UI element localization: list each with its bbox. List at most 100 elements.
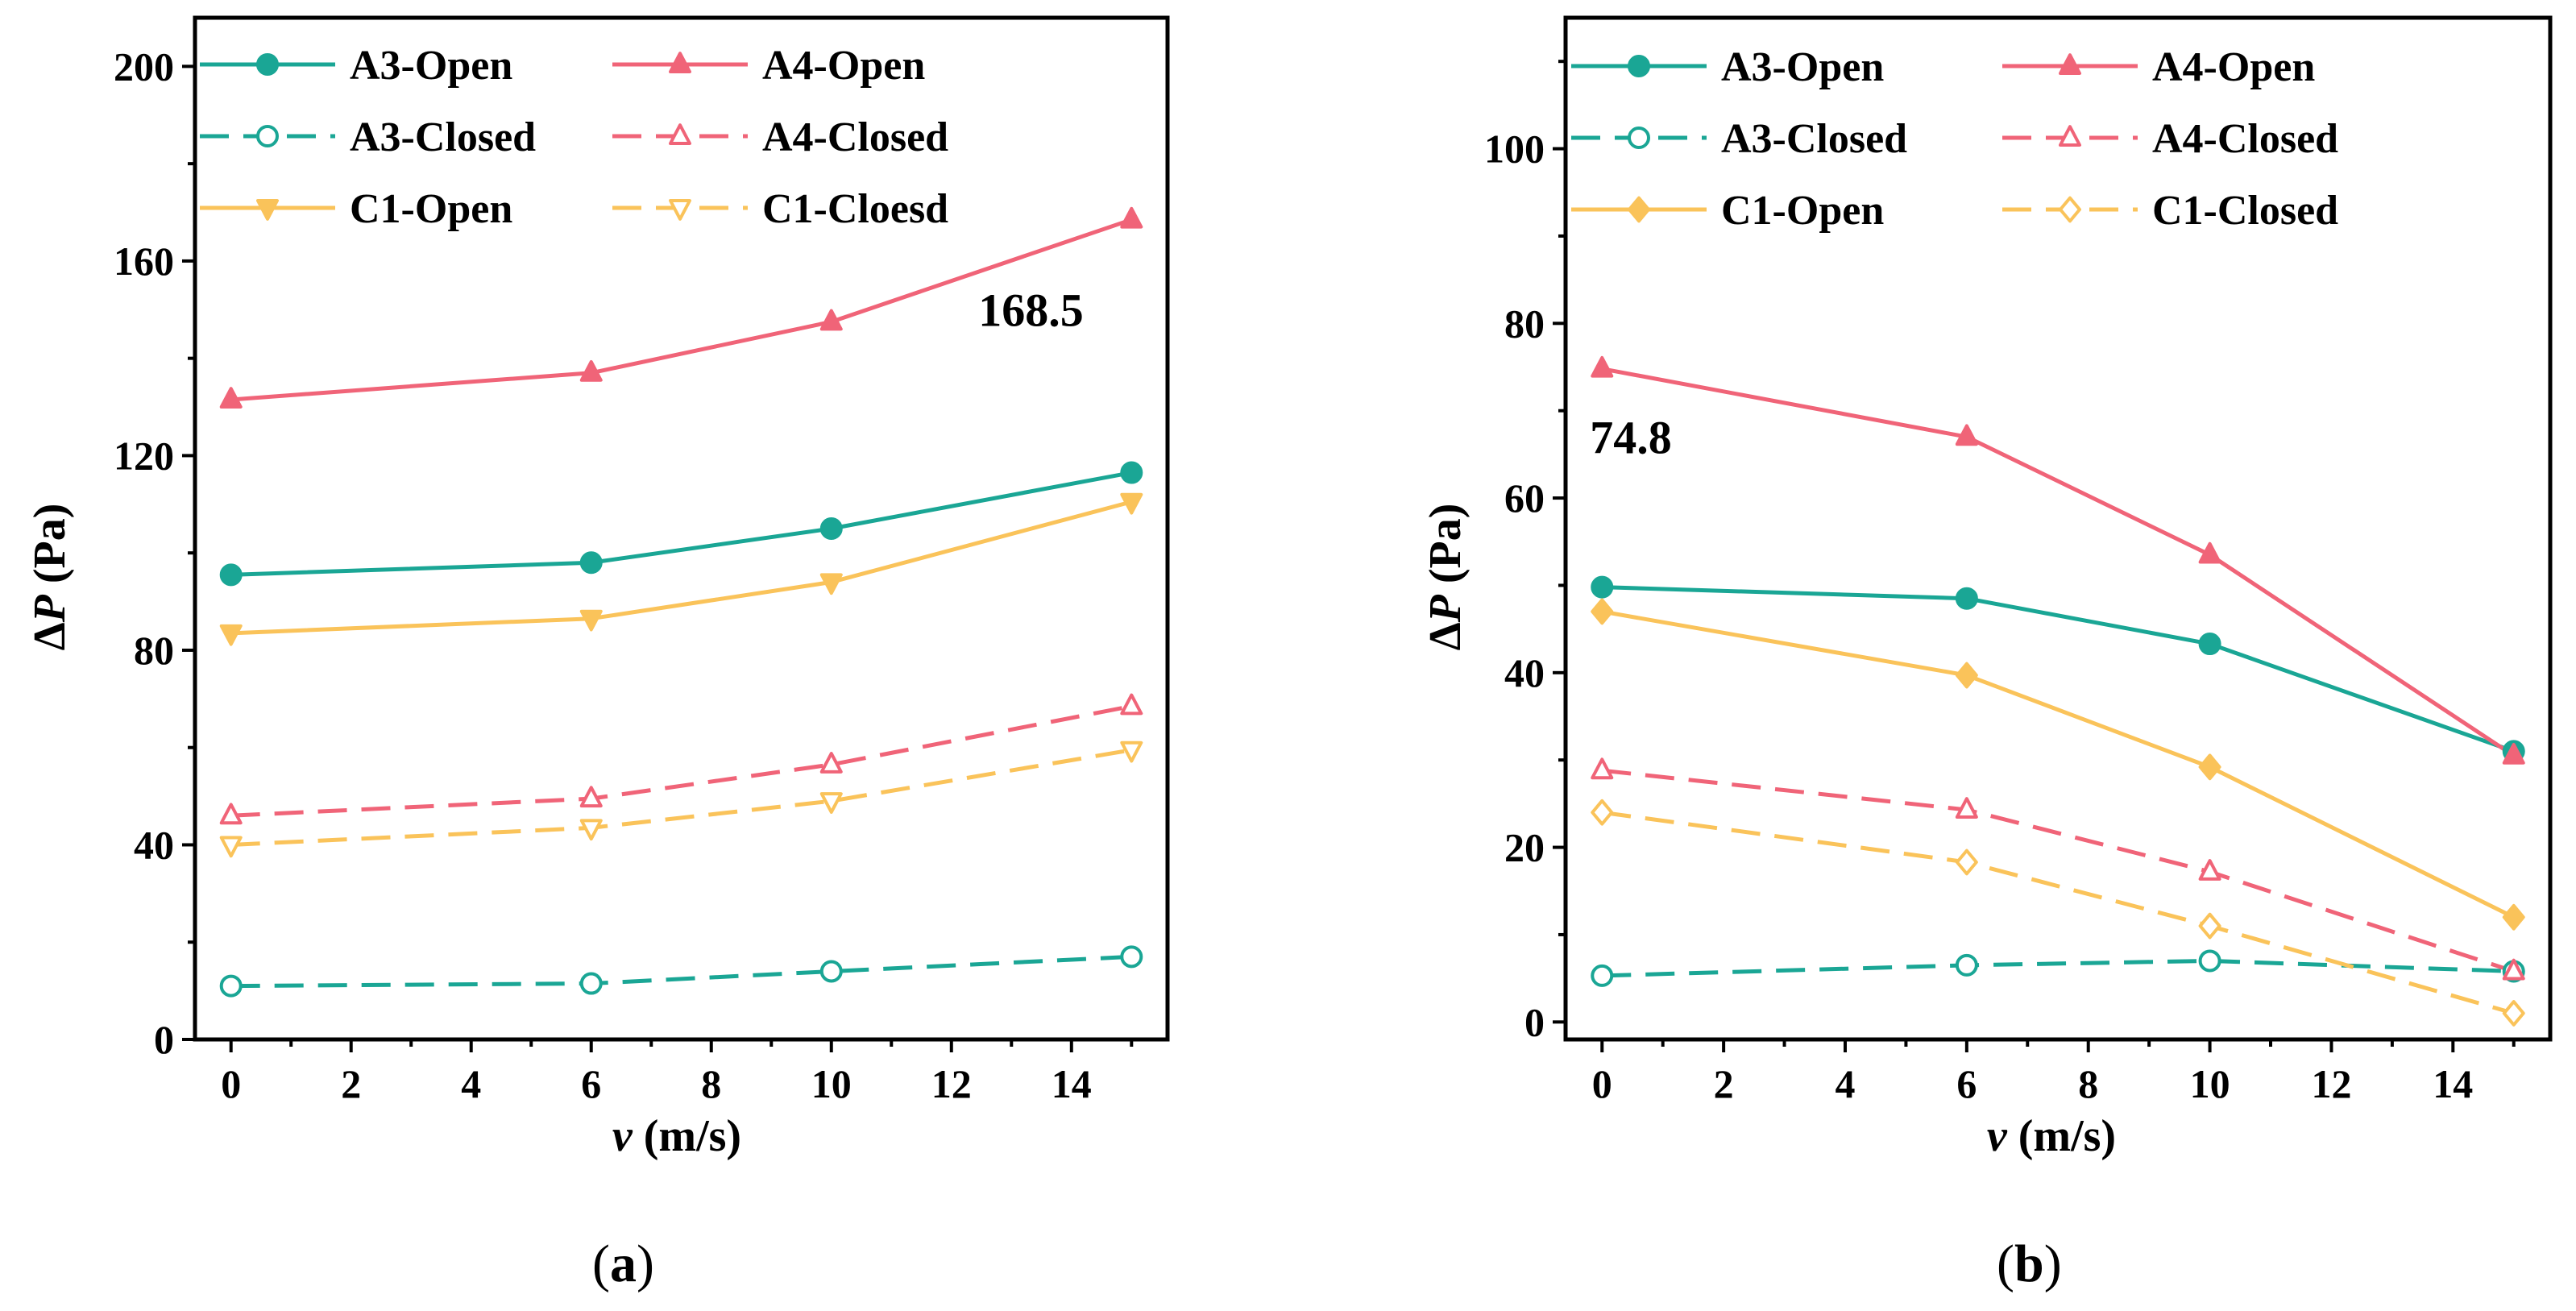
data-point-c1-open — [2502, 903, 2525, 931]
legend-label-a3-open: A3-Open — [350, 43, 512, 89]
y-tick-label: 80 — [1504, 301, 1545, 346]
series-line-c1-closed — [1601, 810, 2515, 1015]
legend-label-a4-closed: A4-Closed — [762, 114, 948, 160]
x-tick-label: 6 — [581, 1061, 601, 1106]
y-tick-label: 120 — [114, 433, 174, 478]
y-tick-label: 0 — [1524, 999, 1545, 1044]
legend-label-c1-open: C1-Open — [1721, 188, 1884, 234]
data-point-a3-open — [2198, 633, 2221, 656]
legend-marker-c1-cloesd — [669, 199, 691, 221]
legend-label-a3-closed: A3-Closed — [1721, 116, 1907, 162]
y-axis-title: ΔP (Pa) — [25, 504, 75, 651]
data-point-c1-closed — [1591, 799, 1614, 826]
legend-marker-c1-open — [1628, 196, 1650, 223]
data-point-a4-closed — [2502, 958, 2525, 981]
data-point-a3-closed — [2198, 949, 2221, 973]
x-axis-title: v (m/s) — [1987, 1111, 2116, 1161]
data-point-a4-open — [819, 309, 843, 331]
legend-label-c1-closed: C1-Closed — [2152, 188, 2338, 234]
y-tick-label: 80 — [134, 628, 174, 673]
data-point-a4-closed — [1120, 693, 1143, 716]
plot-frame — [193, 15, 1170, 1042]
x-axis-title: v (m/s) — [612, 1111, 741, 1161]
data-point-c1-cloesd — [819, 792, 843, 814]
legend-label-a3-open: A3-Open — [1721, 44, 1884, 90]
legend-marker-a3-closed — [1628, 127, 1650, 149]
data-point-c1-open — [819, 573, 843, 595]
legend-marker-a4-open — [2059, 53, 2081, 75]
data-point-c1-cloesd — [579, 819, 603, 841]
value-annotation: 74.8 — [1590, 412, 1672, 464]
x-tick-label: 8 — [701, 1061, 721, 1106]
series-line-c1-open — [230, 500, 1132, 636]
chart-a: 0 2 4 6 8 10 12 14 0 40 80 120 160 200 v (m/s) ΔP (Pa) A… — [25, 15, 1170, 1293]
series-line-a3-closed — [230, 954, 1132, 989]
y-tick-label: 20 — [1504, 825, 1545, 870]
series-line-c1-cloesd — [230, 748, 1132, 847]
legend-label-a3-closed: A3-Closed — [350, 114, 536, 160]
data-point-c1-cloesd — [1120, 741, 1143, 763]
data-point-c1-closed — [2198, 912, 2221, 940]
data-point-a3-closed — [819, 960, 843, 983]
y-tick-label: 160 — [114, 239, 174, 284]
data-point-c1-open — [1120, 492, 1143, 515]
legend-marker-a4-closed — [2059, 125, 2081, 147]
data-point-a4-closed — [219, 803, 243, 825]
x-tick-label: 10 — [811, 1061, 852, 1106]
data-point-c1-closed — [1955, 848, 1978, 876]
legend-marker-a3-open — [1628, 55, 1650, 77]
y-tick-label: 60 — [1504, 475, 1545, 521]
data-point-c1-open — [2198, 753, 2221, 781]
x-tick-label: 0 — [221, 1061, 241, 1106]
data-point-c1-open — [1955, 662, 1978, 689]
data-point-a4-open — [1955, 424, 1978, 446]
data-point-c1-open — [219, 624, 243, 646]
data-point-a3-closed — [219, 974, 243, 998]
data-point-a3-closed — [579, 972, 603, 995]
data-point-a3-closed — [1120, 945, 1143, 969]
series-line-a4-open — [230, 218, 1133, 402]
data-point-a4-open — [1591, 355, 1614, 378]
legend-marker-a3-closed — [256, 125, 279, 147]
legend-marker-a3-open — [256, 53, 279, 76]
chart-b: 0 2 4 6 8 10 12 14 0 20 40 60 80 100 v (m/s) ΔP (Pa) A3-… — [1421, 15, 2553, 1293]
series-line-a4-open — [1601, 367, 2516, 757]
series-line-a3-open — [1602, 585, 2515, 753]
legend-label-a4-closed: A4-Closed — [2152, 116, 2338, 162]
data-point-c1-open — [1591, 598, 1614, 625]
data-point-a3-open — [1955, 587, 1978, 610]
legend-label-a4-open: A4-Open — [2152, 44, 2315, 90]
series-line-a3-closed — [1602, 958, 2514, 978]
data-point-a4-closed — [2198, 859, 2221, 881]
panel-label: (a) — [592, 1234, 654, 1293]
series-line-a4-closed — [230, 703, 1132, 818]
legend-marker-c1-open — [256, 199, 279, 221]
data-point-a4-open — [2198, 541, 2221, 564]
data-point-a3-open — [219, 563, 243, 587]
data-point-a4-closed — [579, 786, 603, 808]
data-point-a3-closed — [1591, 964, 1614, 987]
x-tick-label: 12 — [2311, 1061, 2351, 1106]
data-point-c1-open — [579, 609, 603, 632]
legend-label-c1-cloesd: C1-Cloesd — [762, 186, 948, 232]
y-tick-label: 40 — [1504, 650, 1545, 695]
data-point-a4-open — [579, 359, 603, 382]
y-tick-label: 200 — [114, 44, 174, 89]
data-point-c1-closed — [2502, 1000, 2525, 1027]
data-point-a3-open — [579, 551, 603, 575]
legend-marker-c1-closed — [2059, 196, 2081, 223]
data-point-a4-closed — [819, 752, 843, 774]
y-tick-label: 0 — [154, 1017, 174, 1062]
legend-marker-a4-closed — [669, 123, 691, 145]
data-point-a3-closed — [1955, 953, 1978, 977]
series-line-a4-closed — [1601, 768, 2515, 973]
legend-label-c1-open: C1-Open — [350, 186, 512, 232]
x-tick-label: 0 — [1592, 1061, 1612, 1106]
data-point-a3-open — [819, 517, 843, 540]
panel-label: (b) — [1997, 1234, 2062, 1293]
x-tick-label: 2 — [341, 1061, 361, 1106]
x-tick-label: 14 — [1052, 1061, 1092, 1106]
x-tick-label: 4 — [461, 1061, 481, 1106]
y-tick-label: 40 — [134, 822, 174, 867]
